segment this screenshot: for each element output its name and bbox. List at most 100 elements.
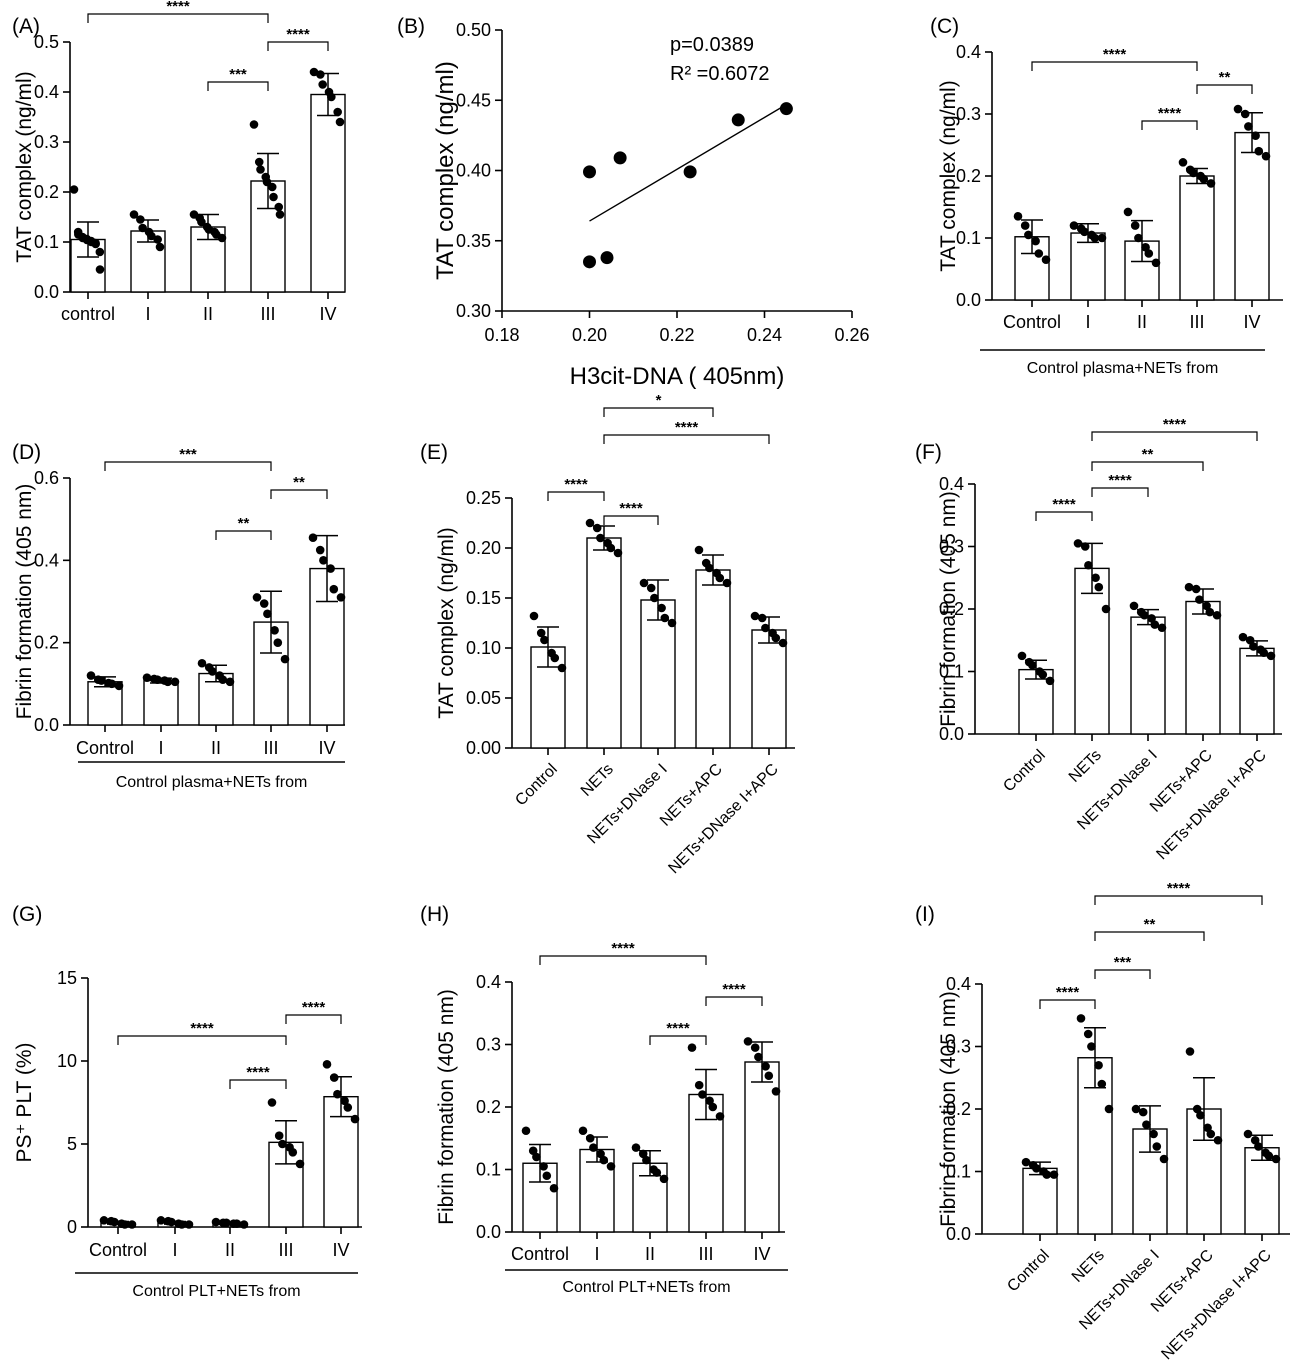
data-point [578,1126,588,1136]
data-point [1271,1154,1281,1164]
significance-label: *** [1114,954,1132,971]
data-point [1259,648,1269,658]
significance-bracket [1141,120,1198,130]
panel-label: (F) [915,441,942,464]
significance-label: * [656,392,662,409]
y-tick-label: 0.35 [456,231,491,251]
data-point [97,676,106,685]
data-point [529,611,539,621]
significance-label: **** [675,419,699,436]
significance-label: ** [1142,446,1154,463]
data-point [1151,258,1161,268]
data-point [1097,1079,1107,1089]
data-point [275,210,285,219]
data-point [1024,230,1033,240]
y-axis-label: TAT complex (ng/ml) [435,527,458,718]
bar [1022,1167,1058,1235]
category-label: Control [512,761,560,809]
data-point [660,613,670,623]
category-label: NETs [1066,747,1105,786]
data-point [197,658,207,668]
data-point [779,102,793,116]
category-label: I [1085,312,1090,332]
category-label: IV [319,304,336,324]
category-label: NETs+DNase I+APC [1158,1247,1274,1363]
data-point [1041,255,1051,264]
data-point [267,182,277,192]
significance-bracket [1091,431,1258,441]
data-point [778,638,788,648]
data-point [333,1089,342,1099]
data-point [1152,1142,1162,1151]
data-point [340,1096,349,1106]
y-tick-label: 0.00 [466,738,501,758]
data-point [613,548,623,558]
data-point [599,1155,609,1165]
significance-label: **** [619,500,643,517]
data-point [705,563,714,573]
data-point [1038,670,1048,679]
data-point [1013,212,1023,221]
data-point [217,233,227,243]
data-point [639,578,649,588]
y-tick-label: 10 [57,1051,77,1071]
y-tick-label: 0.4 [956,42,981,62]
data-point [269,192,278,202]
bar [1130,616,1166,735]
category-label: IV [753,1244,770,1264]
y-tick-label: 0.6 [34,468,59,488]
category-label: II [203,304,213,324]
data-point [722,578,732,588]
y-tick-label: 0.0 [946,1224,971,1244]
panel-label: (B) [397,15,425,38]
data-point [91,239,100,249]
data-point [155,242,165,252]
y-tick-label: 0.0 [956,290,981,310]
data-point [1069,221,1079,230]
data-point [521,1126,531,1136]
data-point [592,523,602,533]
data-point [585,1133,595,1143]
data-point [1206,1129,1216,1139]
y-axis-label: Fibrin formation (405 nm) [937,491,960,727]
panel-H: (H) 0.0 0.1 0.2 0.3 0.4 Fibrin formation (405 … [420,903,788,1296]
y-axis-label: TAT complex (ng/ml) [13,71,36,262]
data-point [764,1071,774,1081]
bar [695,569,731,749]
bar [1234,131,1270,301]
category-label: II [211,738,221,758]
data-point [280,654,290,664]
data-point [343,1103,353,1112]
data-point [1184,582,1194,592]
data-point [687,1043,697,1052]
y-tick-label: 0.0 [939,724,964,744]
significance-label: **** [246,1064,270,1081]
data-point [99,1216,109,1225]
data-point [1251,131,1260,140]
data-point [1123,207,1133,217]
category-label: III [278,1240,293,1260]
data-point [1185,1047,1195,1056]
x-tick-label: 0.22 [659,325,694,345]
y-tick-label: 0.25 [466,488,501,508]
y-tick-label: 0.3 [34,132,59,152]
significance-bracket [285,1014,342,1024]
y-axis-label: PS⁺ PLT (%) [13,1042,36,1162]
data-point [642,1155,651,1165]
data-point [536,628,546,638]
data-point [550,653,560,663]
significance-label: **** [1163,416,1187,433]
data-point [142,673,152,682]
y-tick-label: 0.4 [34,550,59,570]
data-point [1104,1104,1114,1114]
y-tick-label: 0.2 [34,633,59,653]
data-point [613,151,627,165]
y-tick-label: 0.2 [34,182,59,202]
significance-label: ** [1144,916,1156,933]
data-point [1149,1129,1158,1139]
data-point [225,677,235,687]
data-point [1140,610,1149,620]
data-point [1031,236,1040,246]
panel-C: (C) 0.0 0.1 0.2 0.3 0.4 TAT complex (ng/ml) Con… [930,15,1283,377]
